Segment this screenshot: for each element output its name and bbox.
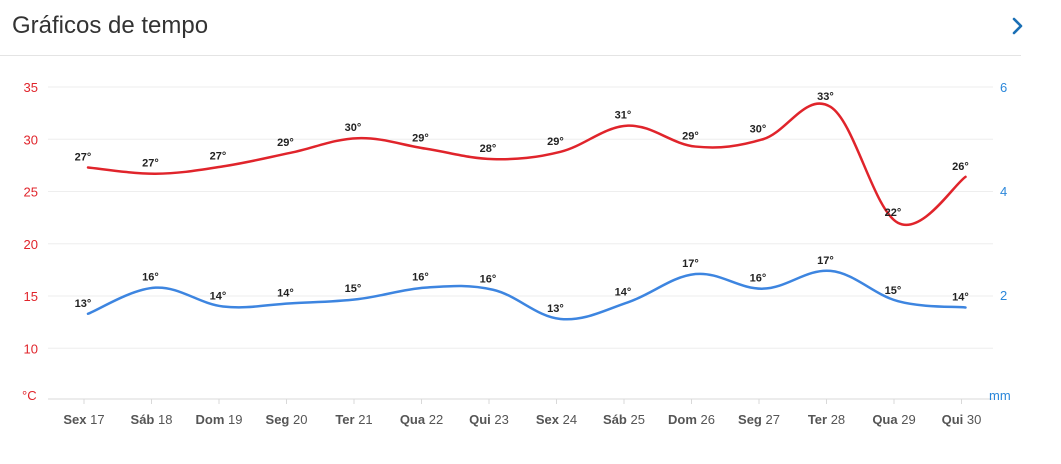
data-label: 30°: [345, 122, 362, 134]
x-tick-label: Dom 26: [668, 412, 715, 427]
x-tick-label: Sáb 18: [131, 412, 173, 427]
data-label: 16°: [480, 274, 497, 286]
data-label: 22°: [885, 207, 902, 219]
y-right-tick: 4: [1000, 184, 1007, 199]
chart-header: Gráficos de tempo: [0, 0, 1023, 56]
data-label: 29°: [277, 137, 294, 149]
x-tick-label: Sex 24: [536, 412, 577, 427]
x-tick-label: Sex 17: [63, 412, 104, 427]
grid-lines: [48, 86, 993, 400]
data-label: 15°: [885, 285, 902, 297]
data-label: 29°: [412, 133, 429, 145]
y-right-tick: 6: [1000, 80, 1007, 95]
y-left-tick: 25: [24, 185, 38, 200]
data-label: 29°: [682, 131, 699, 143]
data-label: 16°: [142, 272, 159, 284]
data-label: 14°: [952, 291, 969, 303]
data-label: 27°: [142, 158, 159, 170]
data-labels: 27° 27° 27° 29° 30° 29° 28° 29° 31° 29° 30° 33° 22° 2…: [75, 91, 969, 315]
x-tick-label: Seg 27: [738, 412, 780, 427]
x-tick-label: Seg 20: [266, 412, 308, 427]
x-tick-label: Qua 22: [400, 412, 443, 427]
data-label: 16°: [750, 273, 767, 285]
series-line-min: [86, 269, 967, 321]
x-tick-label: Ter 21: [335, 412, 372, 427]
x-tick-label: Ter 28: [808, 412, 845, 427]
y-right-unit: mm: [989, 388, 1011, 403]
data-label: 27°: [75, 151, 92, 163]
data-label: 14°: [210, 290, 227, 302]
data-label: 13°: [75, 298, 92, 310]
data-label: 14°: [615, 286, 632, 298]
data-label: 17°: [817, 255, 834, 267]
y-right-tick: 2: [1000, 288, 1007, 303]
data-label: 33°: [817, 91, 834, 103]
data-label: 14°: [277, 287, 294, 299]
x-axis: Sex 17 Sáb 18 Dom 19 Seg 20 Ter 21 Qua 22 Qui …: [63, 399, 981, 427]
page-title: Gráficos de tempo: [12, 12, 209, 39]
series-lines: [86, 102, 967, 321]
y-axis-right: 6 4 2: [1000, 80, 1007, 303]
x-tick-label: Sáb 25: [603, 412, 645, 427]
data-label: 29°: [547, 136, 564, 148]
series-line-max: [86, 102, 967, 227]
data-label: 26°: [952, 161, 969, 173]
x-tick-label: Qui 23: [469, 412, 509, 427]
y-axis-left: 35 30 25 20 15 10: [24, 80, 38, 356]
y-left-unit: °C: [22, 388, 37, 403]
y-left-tick: 15: [24, 289, 38, 304]
data-label: 13°: [547, 303, 564, 315]
chevron-right-icon[interactable]: [1005, 12, 1029, 40]
data-label: 17°: [682, 258, 699, 270]
y-left-tick: 10: [24, 341, 38, 356]
data-label: 28°: [480, 143, 497, 155]
x-tick-label: Qua 29: [872, 412, 915, 427]
y-left-tick: 35: [24, 80, 38, 95]
y-left-tick: 30: [24, 132, 38, 147]
y-left-tick: 20: [24, 237, 38, 252]
x-tick-label: Qui 30: [942, 412, 982, 427]
x-tick-label: Dom 19: [196, 412, 243, 427]
data-label: 16°: [412, 272, 429, 284]
data-label: 27°: [210, 150, 227, 162]
data-label: 15°: [345, 283, 362, 295]
data-label: 31°: [615, 110, 632, 122]
data-label: 30°: [750, 123, 767, 135]
